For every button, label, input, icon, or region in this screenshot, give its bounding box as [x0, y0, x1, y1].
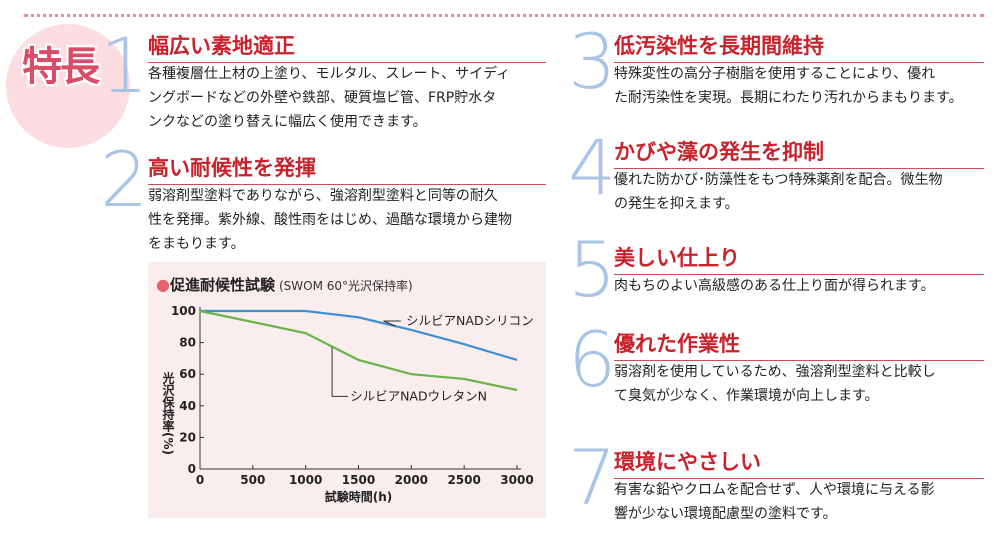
chart-title-text: 促進耐候性試験 — [169, 276, 275, 294]
desc-line: 弱溶剤を使用しているため、強溶剤型塗料と比較し — [614, 364, 936, 380]
feature-desc: 弱溶剤型塗料でありながら、強溶剤型塗料と同等の耐久 性を発揮。紫外線、酸性雨をは… — [148, 184, 548, 256]
leader-line-1 — [383, 320, 401, 327]
feature-desc: 肉もちのよい高級感のある仕上り面が得られます。 — [614, 274, 994, 298]
desc-line: 肉もちのよい高級感のある仕上り面が得られます。 — [614, 278, 935, 294]
x-tick-label: 3000 — [500, 473, 533, 487]
weathering-chart: 0 500 1000 1500 2000 2500 3000 0 20 40 60 80 100 試験時間… — [171, 304, 534, 504]
x-axis-title: 試験時間(h) — [325, 489, 393, 504]
feature-desc: 特殊変性の高分子樹脂を使用することにより、優れ た耐汚染性を実現。長期にわたり汚… — [614, 62, 994, 110]
feature-number: 6 — [568, 315, 617, 404]
feature-number: 2 — [100, 135, 149, 224]
chart-ylabel: 光沢保持率(%) — [161, 372, 175, 455]
desc-line: 有害な鉛やクロムを配合せず、人や環境に与える影 — [614, 482, 935, 498]
feature-desc: 優れた防かび･防藻性をもつ特殊薬剤を配合。微生物 の発生を抑えます。 — [614, 168, 994, 216]
desc-line: 弱溶剤型塗料でありながら、強溶剤型塗料と同等の耐久 — [148, 188, 498, 204]
x-tick-label: 2500 — [447, 473, 480, 487]
dotted-divider — [24, 14, 984, 17]
desc-line: て臭気が少なく、作業環境が向上します。 — [614, 388, 879, 404]
chart-title: ●促進耐候性試験 (SWOM 60°光沢保持率) — [156, 274, 413, 295]
x-tick-label: 500 — [240, 473, 265, 487]
feature-desc: 各種複層仕上材の上塗り、モルタル、スレート、サイディ ングボードなどの外壁や鉄部… — [148, 62, 548, 134]
chart-subtitle: (SWOM 60°光沢保持率) — [278, 279, 413, 293]
desc-line: 特殊変性の高分子樹脂を使用することにより、優れ — [614, 66, 936, 82]
feature-title: 美しい仕上り — [614, 242, 984, 275]
feature-number: 1 — [100, 21, 149, 110]
series-label-1: シルビアNADシリコン — [406, 313, 534, 328]
desc-line: 優れた防かび･防藻性をもつ特殊薬剤を配合。微生物 — [614, 172, 943, 188]
badge-circle — [6, 24, 130, 148]
desc-line: 性を発揮。紫外線、酸性雨をはじめ、過酷な環境から建物 — [148, 212, 512, 228]
x-tick-label: 1500 — [342, 473, 375, 487]
desc-line: の発生を抑えます。 — [614, 196, 739, 212]
feature-title: 低汚染性を長期間維持 — [614, 30, 984, 63]
y-tick-label: 100 — [171, 304, 196, 318]
y-tick-label: 40 — [179, 399, 196, 413]
y-tick-label: 0 — [188, 462, 196, 476]
leader-line-2 — [331, 347, 349, 397]
chart-panel — [148, 262, 546, 518]
x-tick-label: 2000 — [395, 473, 428, 487]
feature-number: 4 — [568, 123, 617, 212]
x-tick-label: 1000 — [289, 473, 322, 487]
feature-title: 環境にやさしい — [614, 446, 984, 479]
feature-desc: 弱溶剤を使用しているため、強溶剤型塗料と比較し て臭気が少なく、作業環境が向上し… — [614, 360, 994, 408]
series-line-1 — [200, 309, 518, 362]
desc-line: 各種複層仕上材の上塗り、モルタル、スレート、サイディ — [148, 66, 511, 82]
y-tick-label: 80 — [179, 336, 196, 350]
desc-line: をまもります。 — [148, 236, 245, 252]
series-line-2 — [199, 309, 518, 392]
desc-line: た耐汚染性を実現。長期にわたり汚れからまもります。 — [614, 90, 963, 106]
x-tick-label: 0 — [196, 473, 204, 487]
series-label-2: シルビアNADウレタンN — [350, 388, 487, 403]
y-tick-label: 20 — [179, 430, 196, 444]
feature-number: 7 — [568, 433, 617, 522]
y-tick-label: 60 — [179, 367, 196, 381]
badge-label: 特長 — [22, 44, 100, 90]
feature-number: 3 — [568, 17, 617, 106]
feature-title: 優れた作業性 — [614, 328, 984, 361]
bullet-icon: ● — [156, 275, 170, 294]
feature-desc: 有害な鉛やクロムを配合せず、人や環境に与える影 響が少ない環境配慮型の塗料です。 — [614, 478, 994, 526]
feature-title: 幅広い素地適正 — [148, 30, 546, 63]
feature-number: 5 — [568, 225, 617, 314]
feature-title: 高い耐候性を発揮 — [148, 152, 546, 185]
desc-line: ングボードなどの外壁や鉄部、硬質塩ビ管、FRP貯水タ — [148, 90, 497, 106]
feature-title: かびや藻の発生を抑制 — [614, 136, 984, 169]
desc-line: 響が少ない環境配慮型の塗料です。 — [614, 506, 837, 522]
desc-line: ンクなどの塗り替えに幅広く使用できます。 — [148, 114, 427, 130]
